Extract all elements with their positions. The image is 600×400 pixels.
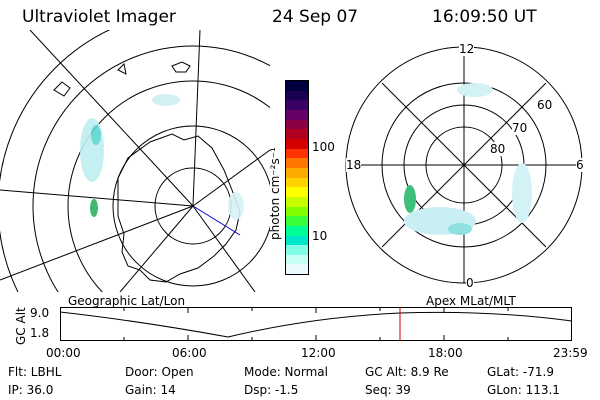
colorbar-tick-10: 10 [312,229,328,243]
colorbar-segment [286,187,308,197]
timeline-xtick-0000: 00:00 [46,346,81,360]
instrument-title: Ultraviolet Imager [22,7,176,27]
colorbar-segment [286,129,308,139]
colorbar-segment [286,100,308,110]
mlt-label-6: 6 [576,158,584,172]
colorbar-segment [286,119,308,130]
ip-info: IP: 36.0 [8,383,54,397]
mlt-label-0: 0 [466,276,474,290]
mlat-label-80: 80 [490,142,506,156]
mlt-label-18: 18 [346,158,362,172]
date-label: 24 Sep 07 [272,7,359,27]
colorbar-segment [286,158,308,168]
colorbar-segment [286,235,308,246]
timeline-xtick-1200: 12:00 [301,346,336,360]
colorbar-segment [286,148,308,159]
colorbar [285,80,309,275]
colorbar-unit-label: photon cm⁻²s⁻¹ [268,147,282,240]
glat-info: GLat: -71.9 [487,365,554,379]
mode-info: Mode: Normal [244,365,328,379]
colorbar-segment [286,109,308,120]
colorbar-segment [286,225,308,236]
colorbar-segment [286,167,308,178]
dsp-info: Dsp: -1.5 [244,383,299,397]
seq-info: Seq: 39 [365,383,411,397]
colorbar-segment [286,177,308,188]
apex-polar-plot [345,46,583,284]
colorbar-segment [286,90,308,101]
timeline-xtick-2359: 23:59 [553,346,588,360]
mlat-label-60: 60 [537,98,553,112]
gc-alt-info: GC Alt: 8.9 Re [365,365,449,379]
colorbar-segment [286,196,308,207]
colorbar-segment [286,254,308,265]
mlt-label-12: 12 [459,42,475,56]
timeline-ytick-1-8: 1.8 [30,326,50,340]
door-info: Door: Open [125,365,194,379]
timeline-ytick-9: 9.0 [30,306,50,320]
colorbar-segment [286,206,308,217]
mlat-label-70: 70 [512,121,528,135]
gain-info: Gain: 14 [125,383,176,397]
filter-info: Flt: LBHL [8,365,62,379]
timeline-axis-title: GC Alt [14,307,28,345]
glon-info: GLon: 113.1 [487,383,560,397]
timeline-xtick-0600: 06:00 [172,346,207,360]
timeline-xtick-1800: 18:00 [428,346,463,360]
geo-panel-label: Geographic Lat/Lon [68,294,186,308]
colorbar-tick-100: 100 [312,140,335,154]
colorbar-segment [286,138,308,149]
colorbar-segment [286,245,308,255]
apex-panel-label: Apex MLat/MLT [426,294,516,308]
colorbar-segment [286,264,308,275]
colorbar-segment [286,81,308,91]
colorbar-segment [286,216,308,226]
geographic-map [0,30,270,292]
altitude-timeline [60,307,572,341]
time-label: 16:09:50 UT [432,7,537,27]
